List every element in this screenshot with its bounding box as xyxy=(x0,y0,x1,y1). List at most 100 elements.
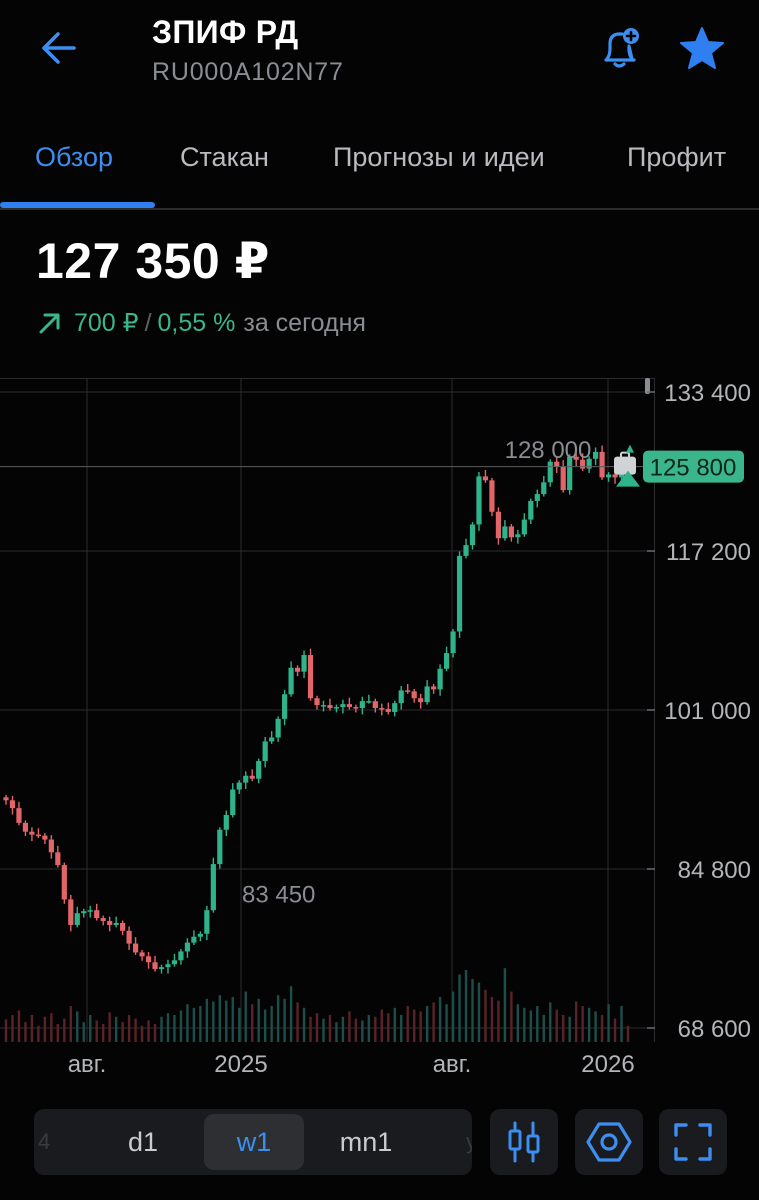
candle xyxy=(243,775,249,783)
volume-bar xyxy=(341,1016,345,1042)
volume-bar xyxy=(348,1011,351,1042)
tab-forecasts[interactable]: Прогнозы и идеи xyxy=(333,142,545,172)
candle xyxy=(223,815,229,830)
candle xyxy=(42,835,48,840)
volume-bar xyxy=(251,1004,254,1042)
volume-bar xyxy=(289,986,293,1042)
candle xyxy=(74,913,80,925)
candle xyxy=(107,921,113,925)
volume-bar xyxy=(542,1015,545,1042)
candle xyxy=(113,922,119,925)
timeframe-mn1[interactable]: mn1 xyxy=(339,1126,393,1157)
volume-bar xyxy=(523,1007,526,1042)
candle xyxy=(35,834,41,837)
current-price: 127 350 ₽ xyxy=(36,233,270,289)
timeframe-d1[interactable]: d1 xyxy=(127,1126,159,1157)
volume-bar xyxy=(134,1018,137,1042)
volume-bar xyxy=(37,1025,40,1042)
candle xyxy=(353,707,359,709)
timeframe-w1[interactable]: w1 xyxy=(204,1114,304,1170)
candle xyxy=(450,631,456,654)
briefcase-handle xyxy=(620,451,630,460)
volume-bar xyxy=(400,1015,403,1042)
fullscreen-button[interactable] xyxy=(659,1109,727,1175)
candle xyxy=(469,524,476,546)
instrument-title: ЗПИФ РД xyxy=(152,14,299,50)
volume-bar xyxy=(56,1024,60,1042)
volume-bar xyxy=(581,1006,584,1042)
volume-bar xyxy=(296,1002,299,1042)
candle xyxy=(612,474,618,478)
candle xyxy=(541,482,547,495)
candle xyxy=(139,952,145,957)
volume-bar xyxy=(594,1011,597,1042)
candle xyxy=(385,709,391,712)
max-price-label: 128 000 xyxy=(505,437,592,464)
y-axis-label: 133 400 xyxy=(664,380,751,407)
volume-bar xyxy=(574,1001,578,1042)
candle xyxy=(431,686,437,690)
x-axis-label: авг. xyxy=(433,1051,472,1078)
volume-bar xyxy=(114,1016,118,1042)
favorite-button[interactable] xyxy=(672,20,732,76)
chart-type-button[interactable] xyxy=(490,1109,558,1175)
candle xyxy=(327,705,333,709)
candle xyxy=(94,910,100,919)
candle xyxy=(204,910,210,934)
arrow-up-right-icon xyxy=(39,313,60,334)
volume-bar xyxy=(555,1009,558,1042)
volume-bar xyxy=(101,1024,105,1042)
candle xyxy=(534,494,540,501)
candle xyxy=(100,918,106,922)
volume-bar xyxy=(166,1013,170,1042)
tab-overview[interactable]: Обзор xyxy=(35,142,113,172)
volume-bar xyxy=(516,1004,520,1042)
tab-order-book[interactable]: Стакан xyxy=(180,142,269,172)
change-absolute: 700 ₽ xyxy=(74,309,139,337)
candle xyxy=(301,655,307,672)
candle xyxy=(87,910,93,912)
candle xyxy=(405,690,411,692)
volume-bar xyxy=(432,1002,435,1042)
candle xyxy=(132,943,139,953)
volume-bar xyxy=(225,1000,228,1042)
y-axis-label: 101 000 xyxy=(664,698,751,725)
price-alert-button[interactable] xyxy=(592,20,648,76)
indicators-button[interactable] xyxy=(575,1109,643,1175)
candle xyxy=(366,701,372,703)
candle xyxy=(424,686,430,703)
candle xyxy=(288,667,294,695)
volume-bar xyxy=(244,991,247,1042)
candle xyxy=(521,519,527,535)
volume-bar xyxy=(380,1009,383,1042)
volume-bar xyxy=(315,1013,319,1042)
volume-bar xyxy=(140,1025,144,1042)
candle xyxy=(346,704,352,708)
volume-bar xyxy=(43,1016,47,1042)
candle xyxy=(230,789,236,816)
candle xyxy=(145,956,152,963)
axis-scroll-handle xyxy=(645,378,650,394)
volume-bar xyxy=(497,1000,500,1042)
candle xyxy=(379,708,385,710)
arrow-left-icon xyxy=(42,32,76,64)
volume-bar xyxy=(549,1002,552,1042)
volume-bar xyxy=(50,1013,53,1042)
volume-bar xyxy=(263,1009,267,1042)
volume-bar xyxy=(76,1011,79,1042)
volume-bar xyxy=(562,1015,565,1042)
price-chart[interactable]: 128 000 83 450 125 800 133 400 117 200 101 0… xyxy=(0,378,759,1090)
volume-bar xyxy=(626,1025,630,1042)
active-tab-indicator xyxy=(0,202,155,208)
volume-bar xyxy=(218,995,222,1042)
bell-plus-icon xyxy=(604,28,639,68)
volume-bar xyxy=(179,1010,183,1042)
back-button[interactable] xyxy=(30,24,86,72)
candle xyxy=(554,461,560,467)
candle xyxy=(236,782,242,790)
candle xyxy=(586,458,592,469)
candle xyxy=(81,911,87,914)
candle xyxy=(437,668,443,690)
tab-profit[interactable]: Профит xyxy=(627,142,727,172)
volume-bar xyxy=(374,1016,377,1042)
